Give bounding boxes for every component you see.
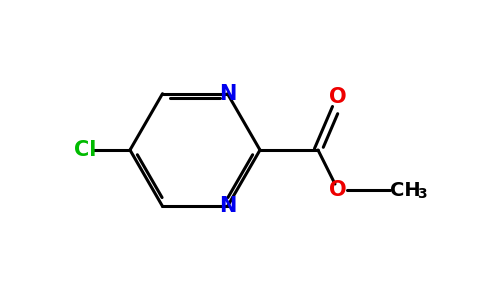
Text: O: O	[329, 180, 347, 200]
Text: N: N	[219, 196, 236, 216]
Text: Cl: Cl	[74, 140, 96, 160]
Text: N: N	[219, 84, 236, 104]
Text: CH: CH	[390, 181, 421, 200]
Text: O: O	[329, 87, 347, 107]
Text: 3: 3	[417, 187, 426, 201]
